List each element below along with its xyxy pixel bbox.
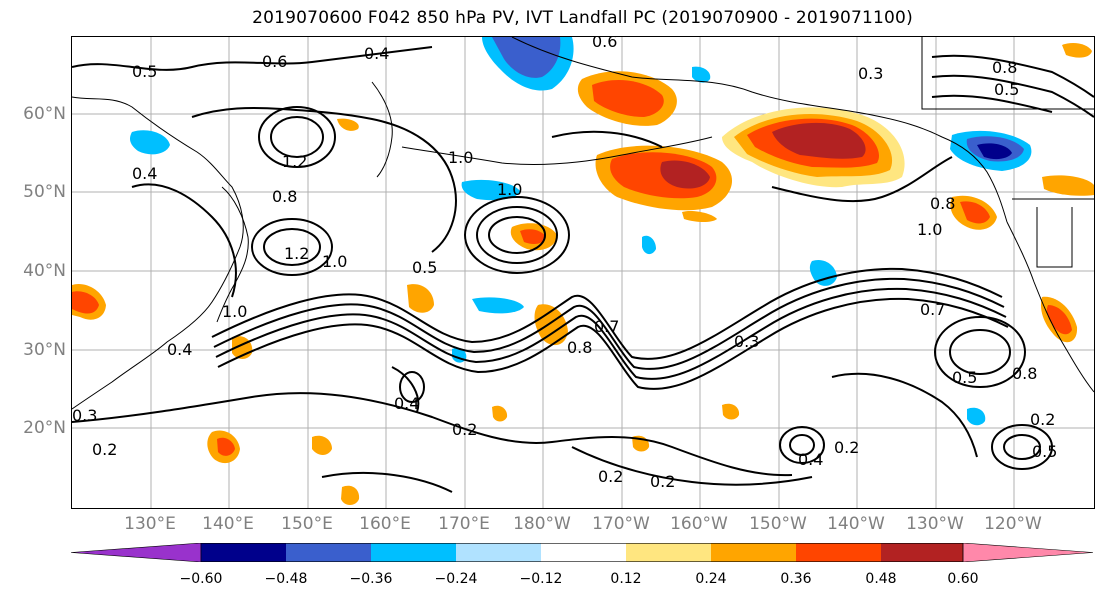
contour-label: 0.6 [592,37,617,51]
lat-label-50n: 50°N [23,182,66,202]
colorbar-tick-label: −0.36 [349,571,393,587]
colorbar-segment [796,543,881,562]
contour-label: 1.0 [448,148,473,167]
japan-islands [216,186,249,323]
colorbar-tick-label: 0.12 [610,571,642,587]
colorbar-segment [881,543,963,562]
colorbar-segment [371,543,456,562]
colorbar-svg [70,542,1094,563]
contour-label: 0.5 [994,80,1019,99]
lon-label-120w: 120°W [984,514,1042,534]
colorbar-tick-label: 0.24 [695,571,727,587]
chart-title: 2019070600 F042 850 hPa PV, IVT Landfall… [252,8,913,28]
aleutian-islands [401,136,713,166]
lat-label-60n: 60°N [23,104,66,124]
contour-label: 0.2 [452,420,477,439]
colorbar-tick-label: 0.48 [865,571,897,587]
contour-label: 0.2 [598,467,623,486]
contour-label: 0.4 [798,450,823,469]
contour-label: 0.5 [132,62,157,81]
colorbar-tick-label: −0.12 [519,571,563,587]
contour-label: 0.8 [1012,364,1037,383]
lon-label-140e: 140°E [202,514,254,534]
colorbar-segment [711,543,796,562]
contour-label: 0.7 [594,317,619,336]
asia-coastline [72,96,244,410]
colorbar [70,542,1094,563]
lon-label-150w: 150°W [749,514,807,534]
colorbar-tick-label: 0.36 [780,571,812,587]
lon-label-160e: 160°E [359,514,411,534]
contour-label: 0.2 [650,472,675,491]
ivt-positive-fill [72,43,1094,505]
contour-label: 0.2 [834,438,859,457]
contour-label: 0.2 [92,440,117,459]
lon-label-130w: 130°W [906,514,964,534]
contour-label: 0.5 [952,368,977,387]
alaska-coastline [511,37,1008,223]
colorbar-tick-label: −0.24 [434,571,478,587]
contour-label: 0.6 [262,52,287,71]
map-panel: 0.6 0.4 0.5 0.6 0.3 0.8 0.5 1.2 1.0 1.0 … [71,36,1095,509]
colorbar-tick-label: 0.60 [947,571,979,587]
lon-label-180w: 180°W [513,514,571,534]
graticule [72,37,1094,508]
lon-label-140w: 140°W [827,514,885,534]
colorbar-segment [626,543,711,562]
contour-label: 0.2 [1030,410,1055,429]
contour-label: 0.7 [920,300,945,319]
contour-label: 0.3 [72,406,97,425]
contour-label: 0.3 [858,64,883,83]
kamchatka-peninsula [371,81,393,178]
north-america-west-coast [1006,221,1094,393]
lon-label-160w: 160°W [670,514,728,534]
colorbar-right-extension [962,542,1094,563]
contour-label: 0.8 [272,187,297,206]
lat-label-40n: 40°N [23,261,66,281]
lon-label-170w: 170°W [592,514,650,534]
contour-label: 1.0 [322,252,347,271]
contour-label: 1.0 [497,180,522,199]
contour-label: 1.2 [284,244,309,263]
colorbar-tick-label: −0.60 [179,571,223,587]
contour-label: 0.5 [412,258,437,277]
map-svg: 0.6 0.4 0.5 0.6 0.3 0.8 0.5 1.2 1.0 1.0 … [72,37,1094,508]
contour-label: 1.0 [917,220,942,239]
contour-label: 0.5 [1032,442,1057,461]
contour-label: 1.0 [222,302,247,321]
colorbar-left-extension [70,542,202,563]
colorbar-segment [456,543,541,562]
contour-labels: 0.6 0.4 0.5 0.6 0.3 0.8 0.5 1.2 1.0 1.0 … [72,37,1057,491]
contour-label: 0.8 [992,58,1017,77]
lat-label-20n: 20°N [23,418,66,438]
contour-label: 0.3 [734,332,759,351]
lon-label-130e: 130°E [124,514,176,534]
contour-label: 0.8 [930,194,955,213]
contour-label: 0.4 [132,164,157,183]
colorbar-tick-label: −0.48 [264,571,308,587]
contour-label: 0.4 [394,394,419,413]
colorbar-segment [286,543,371,562]
contour-label: 0.4 [167,340,192,359]
colorbar-segment [201,543,286,562]
contour-label: 1.2 [282,152,307,171]
pv-contours [72,46,1094,493]
lat-label-30n: 30°N [23,340,66,360]
us-state-border [1036,207,1073,268]
coastlines [72,37,1094,410]
lon-label-170e: 170°E [438,514,490,534]
contour-label: 0.4 [364,44,389,63]
contour-label: 0.8 [567,338,592,357]
lon-label-150e: 150°E [281,514,333,534]
ivt-negative-fill [130,37,1032,426]
colorbar-segment [541,543,626,562]
